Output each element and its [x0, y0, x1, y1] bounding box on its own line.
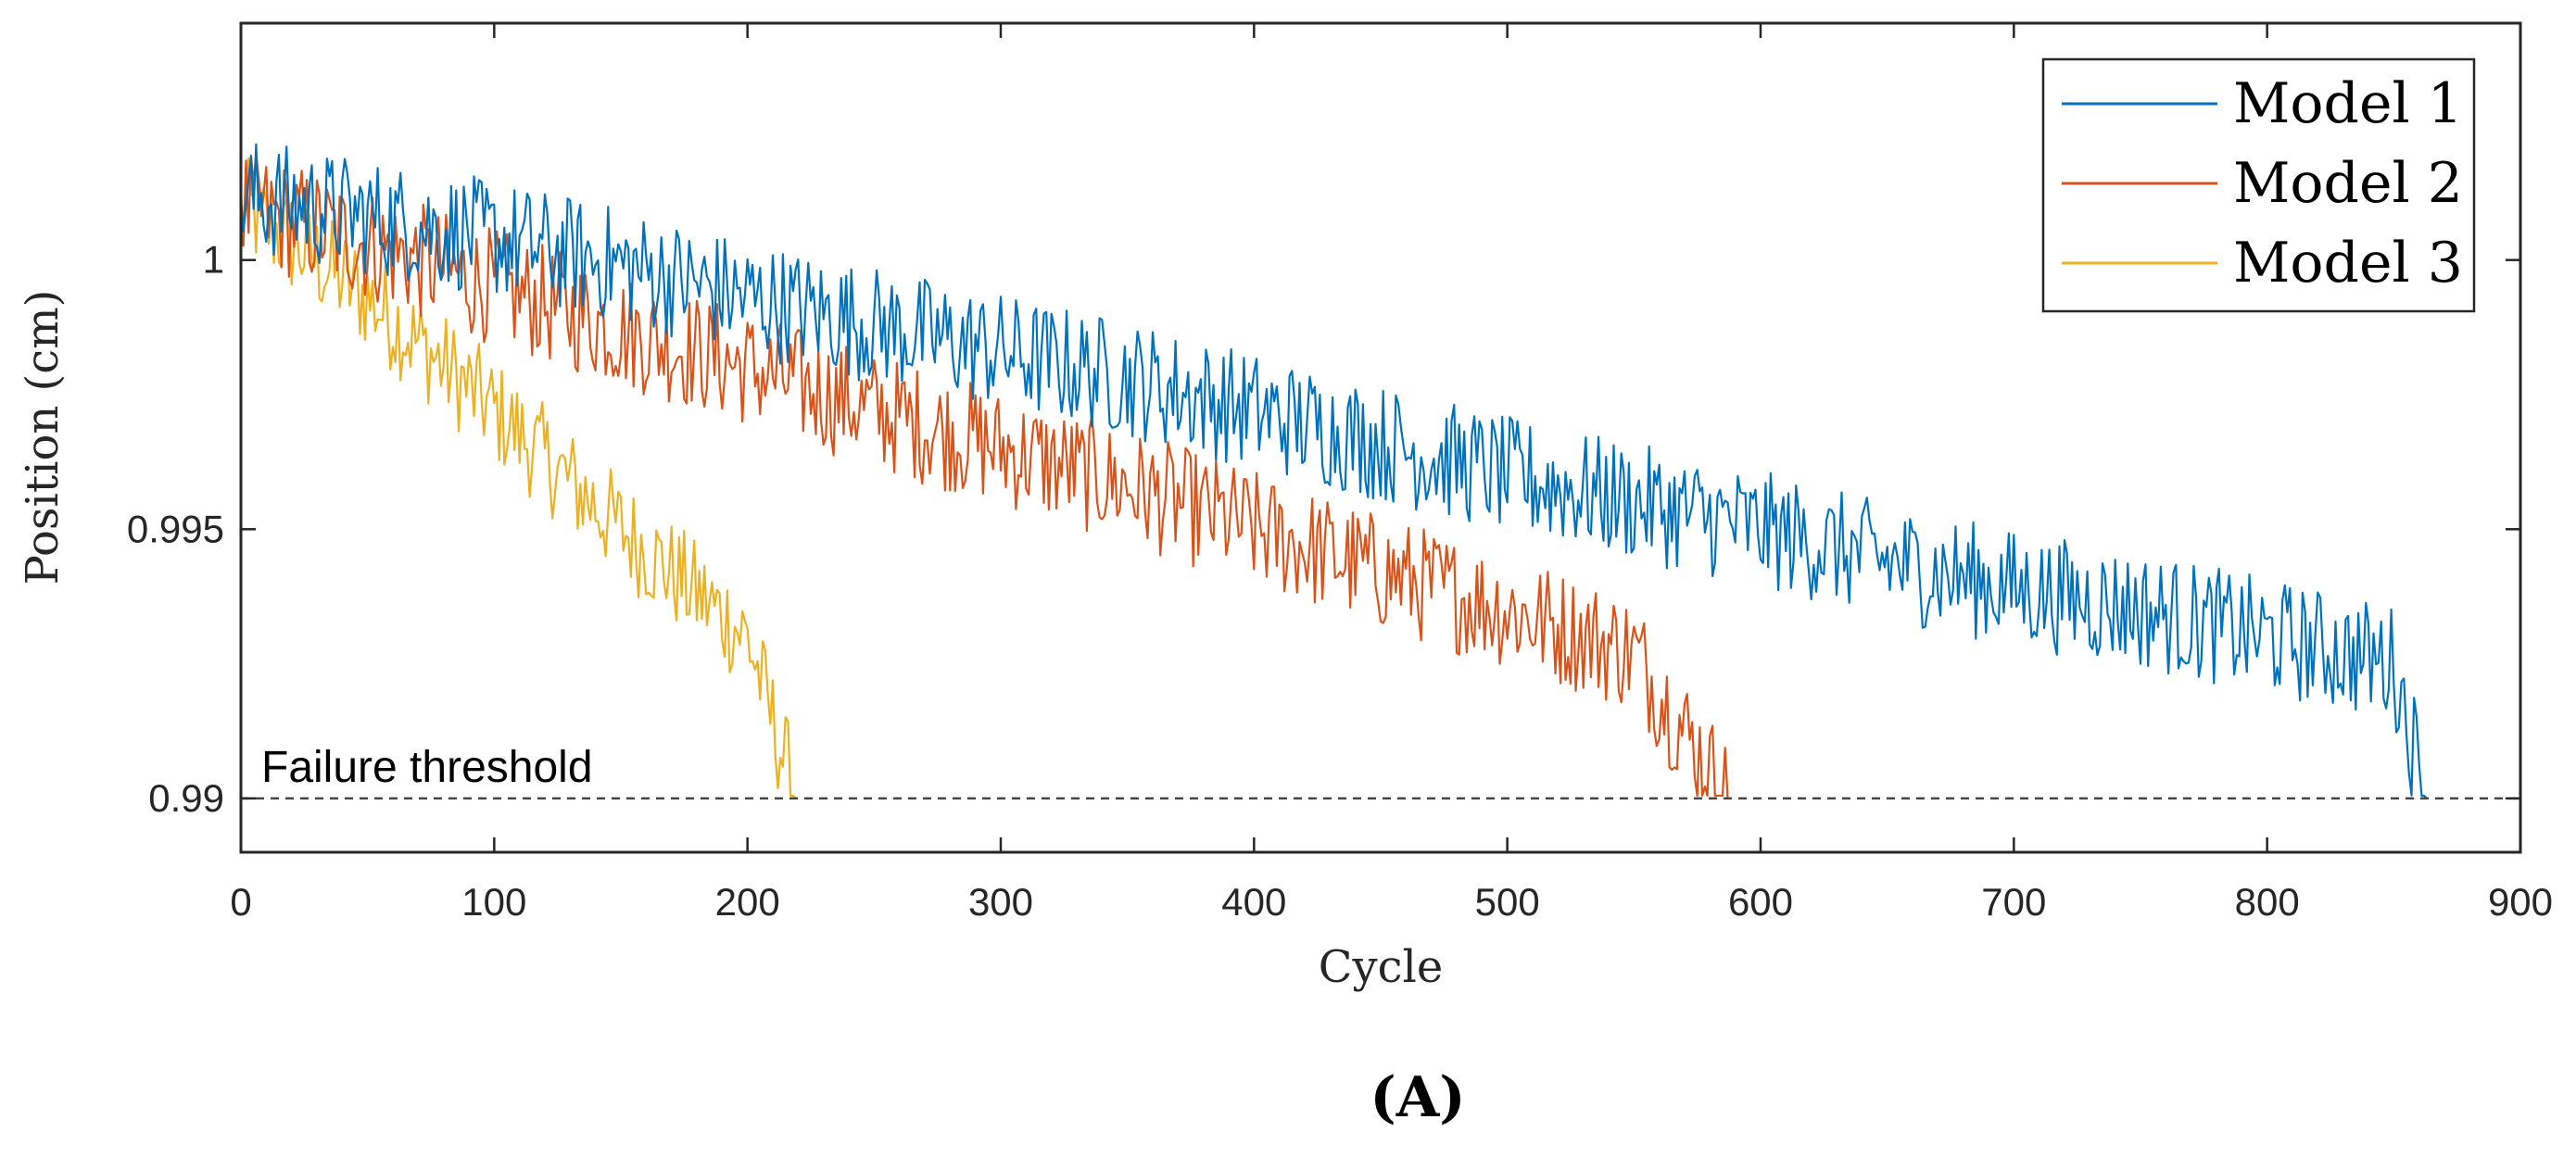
x-tick-label: 600 [1728, 880, 1793, 924]
x-tick-label: 400 [1221, 880, 1286, 924]
x-axis-label: Cycle [1319, 941, 1443, 993]
tick-layer: 0 100 200 300 400 500 600 700 800 900 0.99 0.995 1 [127, 23, 2553, 924]
failure-threshold-label: Failure threshold [261, 743, 593, 792]
series-line-model-1 [239, 143, 2428, 799]
legend: Model 1 Model 2 Model 3 [2041, 57, 2476, 313]
x-tick-label: 900 [2488, 880, 2553, 924]
series-layer [239, 143, 2428, 799]
legend-label: Model 2 [2233, 151, 2463, 216]
x-tick-label: 800 [2235, 880, 2300, 924]
x-tick-label: 700 [1981, 880, 2046, 924]
plot-frame [239, 21, 2522, 854]
y-tick-label: 0.99 [148, 776, 224, 820]
x-tick-label: 500 [1475, 880, 1540, 924]
y-tick-label: 1 [203, 238, 224, 282]
legend-label: Model 1 [2233, 71, 2463, 136]
panel-label: (A) [1370, 1065, 1465, 1130]
legend-label: Model 3 [2233, 231, 2463, 296]
x-tick-label: 100 [461, 880, 526, 924]
legend-box [2041, 57, 2476, 313]
y-axis-label: Position (cm) [17, 290, 69, 585]
series-line-model-3 [239, 157, 797, 799]
y-tick-label: 0.995 [127, 507, 224, 550]
series-line-model-2 [239, 151, 1729, 799]
x-tick-label: 300 [968, 880, 1033, 924]
x-tick-label: 0 [230, 880, 251, 924]
x-tick-label: 200 [715, 880, 780, 924]
